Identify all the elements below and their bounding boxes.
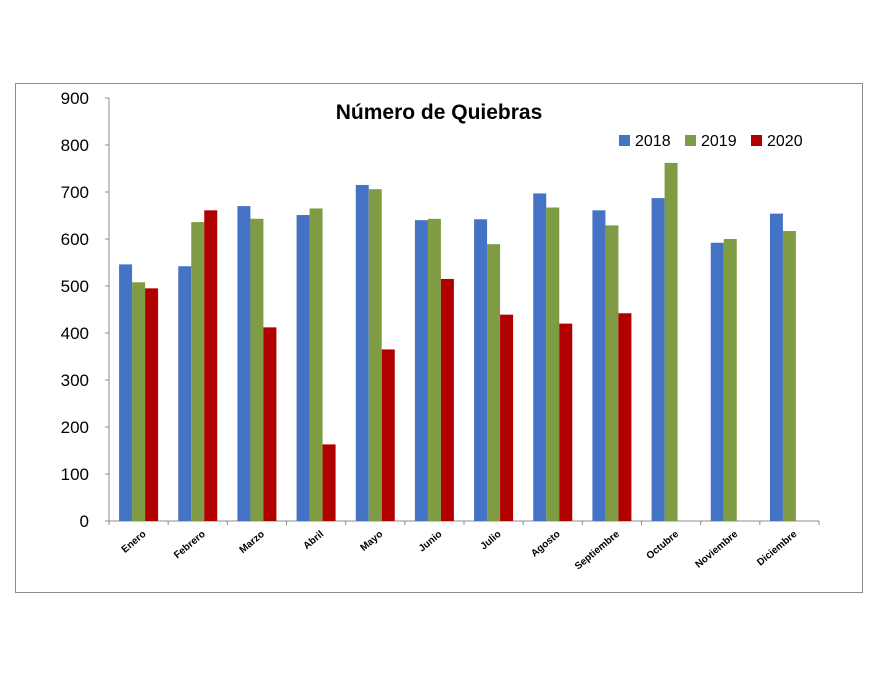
- bar-2018-junio: [414, 220, 428, 521]
- x-tick-label: Agosto: [529, 529, 562, 560]
- x-tick-label: Septiembre: [573, 529, 622, 573]
- bar-2020-septiembre: [618, 313, 632, 521]
- bar-2019-junio: [427, 218, 441, 522]
- legend-swatch-2019: [685, 135, 696, 146]
- x-tick-label: Noviembre: [694, 529, 741, 571]
- bars-group: [119, 162, 796, 522]
- x-tick-label: Junio: [417, 529, 445, 555]
- legend-label-2018: 2018: [635, 133, 671, 150]
- y-tick-label: 400: [61, 324, 89, 343]
- x-tick-label: Octubre: [645, 529, 682, 562]
- y-tick-label: 0: [80, 512, 89, 531]
- bar-2018-enero: [119, 264, 133, 521]
- bar-2018-agosto: [533, 193, 547, 521]
- bar-chart: Número de Quiebras 0 100 200 300 400 500 600 70…: [61, 89, 820, 573]
- y-tick-label: 500: [61, 277, 89, 296]
- x-tick-label: Mayo: [359, 529, 386, 554]
- bar-2020-febrero: [204, 210, 218, 521]
- bar-2019-julio: [487, 244, 501, 522]
- y-tick-label: 700: [61, 183, 89, 202]
- bar-2020-junio: [440, 278, 454, 521]
- bar-2018-abril: [296, 215, 310, 521]
- bar-2019-mayo: [368, 189, 382, 521]
- bar-2019-diciembre: [782, 231, 796, 521]
- bar-2018-septiembre: [592, 210, 606, 521]
- bar-2018-octubre: [651, 198, 665, 522]
- chart-frame: Número de Quiebras 0 100 200 300 400 500 600 70…: [15, 83, 863, 593]
- y-tick-label: 900: [61, 89, 89, 108]
- bar-2019-febrero: [191, 222, 205, 521]
- y-tick-label: 800: [61, 136, 89, 155]
- legend: 2018 2019 2020: [619, 133, 803, 150]
- y-tick-label: 300: [61, 371, 89, 390]
- bar-2018-febrero: [178, 266, 192, 521]
- bar-2020-abril: [322, 444, 336, 521]
- bar-2019-enero: [132, 282, 146, 521]
- x-tick-label: Febrero: [172, 529, 208, 561]
- bar-2019-septiembre: [605, 225, 619, 521]
- bar-2018-mayo: [355, 184, 369, 521]
- bar-2019-marzo: [250, 218, 264, 522]
- bar-2019-noviembre: [723, 239, 737, 521]
- y-axis-ticks: 0 100 200 300 400 500 600 700 800 900: [61, 89, 109, 531]
- x-tick-label: Julio: [479, 529, 504, 552]
- y-tick-label: 100: [61, 465, 89, 484]
- x-tick-label: Abril: [301, 529, 326, 552]
- bar-2018-diciembre: [769, 213, 783, 521]
- bar-2019-agosto: [546, 207, 560, 521]
- bar-2020-enero: [145, 288, 159, 521]
- bar-2020-julio: [500, 314, 514, 521]
- legend-swatch-2018: [619, 135, 630, 146]
- x-tick-label: Enero: [120, 529, 149, 556]
- legend-swatch-2020: [751, 135, 762, 146]
- bar-2020-mayo: [381, 349, 395, 521]
- x-axis-ticks: Enero Febrero Marzo Abril Mayo Junio Julio Agos…: [108, 521, 820, 573]
- x-tick-label: Diciembre: [755, 529, 799, 569]
- bar-2018-marzo: [237, 206, 251, 521]
- bar-2019-octubre: [664, 162, 678, 522]
- bar-2018-noviembre: [710, 242, 724, 521]
- y-tick-label: 200: [61, 418, 89, 437]
- bar-2019-abril: [309, 208, 323, 521]
- x-tick-label: Marzo: [238, 529, 267, 556]
- bar-2018-julio: [474, 219, 488, 521]
- bar-2020-agosto: [559, 323, 573, 521]
- bar-2020-marzo: [263, 327, 277, 521]
- legend-label-2019: 2019: [701, 133, 737, 150]
- chart-title: Número de Quiebras: [336, 101, 543, 124]
- y-tick-label: 600: [61, 230, 89, 249]
- legend-label-2020: 2020: [767, 133, 803, 150]
